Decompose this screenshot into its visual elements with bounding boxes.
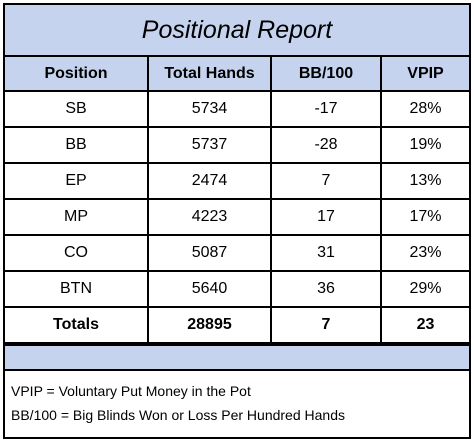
cell-total-hands: 5640: [147, 270, 272, 308]
cell-total-hands: 5734: [147, 90, 272, 128]
column-header-vpip: VPIP: [380, 57, 469, 92]
column-header-total-hands: Total Hands: [147, 57, 272, 92]
totals-bb100: 7: [270, 306, 382, 344]
cell-vpip: 23%: [380, 234, 469, 272]
report-title: Positional Report: [5, 5, 469, 57]
totals-row: Totals 28895 7 23: [5, 306, 469, 344]
cell-bb100: -17: [270, 90, 382, 128]
totals-label: Totals: [5, 306, 149, 344]
table-row: BB 5737 -28 19%: [5, 126, 469, 164]
note-vpip: VPIP = Voluntary Put Money in the Pot: [11, 383, 251, 399]
table-row: CO 5087 31 23%: [5, 234, 469, 272]
column-header-bb100: BB/100: [270, 57, 382, 92]
cell-bb100: 17: [270, 198, 382, 236]
table-row: BTN 5640 36 29%: [5, 270, 469, 308]
cell-bb100: 31: [270, 234, 382, 272]
column-header-position: Position: [5, 57, 149, 92]
cell-position: EP: [5, 162, 149, 200]
table-header-row: Position Total Hands BB/100 VPIP: [5, 57, 469, 92]
cell-total-hands: 4223: [147, 198, 272, 236]
cell-position: BTN: [5, 270, 149, 308]
cell-position: CO: [5, 234, 149, 272]
cell-vpip: 17%: [380, 198, 469, 236]
cell-total-hands: 2474: [147, 162, 272, 200]
cell-position: MP: [5, 198, 149, 236]
positional-table: Position Total Hands BB/100 VPIP SB 5734…: [5, 57, 469, 344]
totals-vpip: 23: [380, 306, 469, 344]
cell-total-hands: 5087: [147, 234, 272, 272]
cell-vpip: 19%: [380, 126, 469, 164]
table-row: MP 4223 17 17%: [5, 198, 469, 236]
cell-vpip: 29%: [380, 270, 469, 308]
separator-band: [5, 344, 469, 371]
note-bb100: BB/100 = Big Blinds Won or Loss Per Hund…: [11, 407, 345, 423]
legend-notes: VPIP = Voluntary Put Money in the Pot BB…: [5, 371, 469, 437]
table-row: SB 5734 -17 28%: [5, 90, 469, 128]
cell-bb100: 7: [270, 162, 382, 200]
cell-total-hands: 5737: [147, 126, 272, 164]
cell-bb100: 36: [270, 270, 382, 308]
table-row: EP 2474 7 13%: [5, 162, 469, 200]
cell-position: BB: [5, 126, 149, 164]
cell-vpip: 28%: [380, 90, 469, 128]
cell-position: SB: [5, 90, 149, 128]
cell-bb100: -28: [270, 126, 382, 164]
positional-report: Positional Report Position Total Hands B…: [3, 3, 471, 439]
cell-vpip: 13%: [380, 162, 469, 200]
totals-total-hands: 28895: [147, 306, 272, 344]
